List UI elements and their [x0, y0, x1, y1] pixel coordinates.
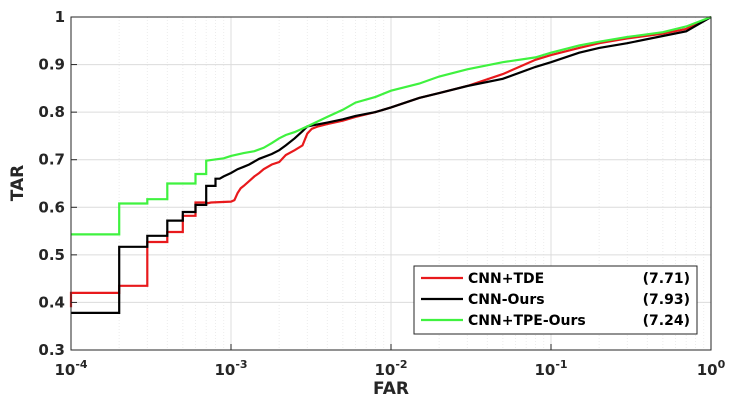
- y-tick-label: 0.3: [38, 341, 65, 359]
- legend-entry-name: CNN+TDE: [468, 271, 544, 287]
- series-line: [71, 16, 712, 314]
- x-axis-label: FAR: [373, 379, 409, 399]
- y-tick-label: 0.5: [38, 246, 65, 264]
- series-lines: [69, 15, 712, 314]
- series-line: [71, 15, 712, 236]
- legend-entry-name: CNN+TPE-Ours: [468, 313, 586, 329]
- y-axis-label: TAR: [8, 165, 28, 202]
- legend-entry-score: (7.93): [643, 292, 690, 308]
- y-tick-label: 0.4: [38, 293, 65, 311]
- legend-entry-score: (7.24): [643, 313, 690, 329]
- y-tick-label: 0.8: [38, 103, 65, 121]
- x-tick-label: 10-3: [214, 358, 247, 379]
- y-tick-label: 0.9: [38, 56, 65, 74]
- x-tick-label: 10-1: [534, 358, 567, 379]
- x-tick-label: 10-2: [374, 358, 407, 379]
- legend-entry-name: CNN-Ours: [468, 292, 545, 308]
- legend-entry-score: (7.71): [643, 271, 690, 287]
- y-tick-label: 1: [55, 8, 65, 26]
- legend: CNN+TDE (7.71) CNN-Ours (7.93) CNN+TPE-Ours (…: [413, 265, 698, 335]
- axis-ticks: 0.3 0.4 0.5 0.6 0.7 0.8 0.9 1 10-4 10-3 10-2 10-1 10…: [38, 8, 725, 379]
- x-tick-label: 10-4: [54, 358, 87, 379]
- y-tick-label: 0.6: [38, 198, 65, 216]
- y-tick-label: 0.7: [38, 151, 65, 169]
- x-tick-label: 100: [697, 358, 726, 379]
- grid-lines: [70, 16, 711, 351]
- series-line: [69, 16, 712, 308]
